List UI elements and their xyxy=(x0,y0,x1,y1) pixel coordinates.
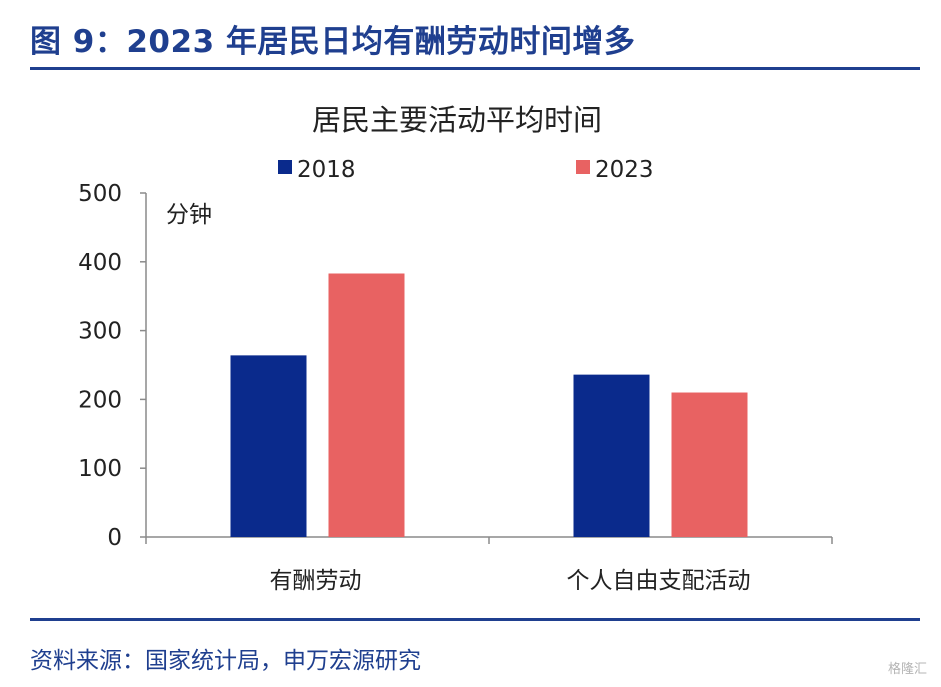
bar-2023-1 xyxy=(671,392,748,537)
x-category-label: 有酬劳动 xyxy=(270,568,362,594)
chart-title: 居民主要活动平均时间 xyxy=(312,103,602,137)
source-note: 资料来源：国家统计局，申万宏源研究 xyxy=(30,648,421,674)
source-rule xyxy=(30,618,920,621)
y-tick-label: 0 xyxy=(107,525,122,551)
legend-label-2023: 2023 xyxy=(595,157,654,183)
y-unit-label: 分钟 xyxy=(166,202,212,228)
bar-2018-0 xyxy=(230,355,307,537)
bars xyxy=(230,273,748,537)
bar-2023-0 xyxy=(328,273,405,537)
y-tick-label: 400 xyxy=(78,250,122,276)
legend-swatch-2023 xyxy=(576,160,590,174)
legend: 2018 2023 xyxy=(278,157,654,183)
bar-2018-1 xyxy=(573,374,650,537)
y-tick-label: 100 xyxy=(78,456,122,482)
watermark-logo: 格隆汇 xyxy=(887,662,927,677)
tick-labels: 0 100 200 300 400 500 有酬劳动 个人自由支配活动 xyxy=(78,181,750,594)
y-tick-label: 200 xyxy=(78,387,122,413)
legend-label-2018: 2018 xyxy=(297,157,356,183)
y-tick-label: 500 xyxy=(78,181,122,207)
figure-title: 图 9：2023 年居民日均有酬劳动时间增多 xyxy=(30,24,636,60)
legend-swatch-2018 xyxy=(278,160,292,174)
title-rule xyxy=(30,67,920,70)
x-category-label: 个人自由支配活动 xyxy=(567,568,751,594)
y-tick-label: 300 xyxy=(78,319,122,345)
